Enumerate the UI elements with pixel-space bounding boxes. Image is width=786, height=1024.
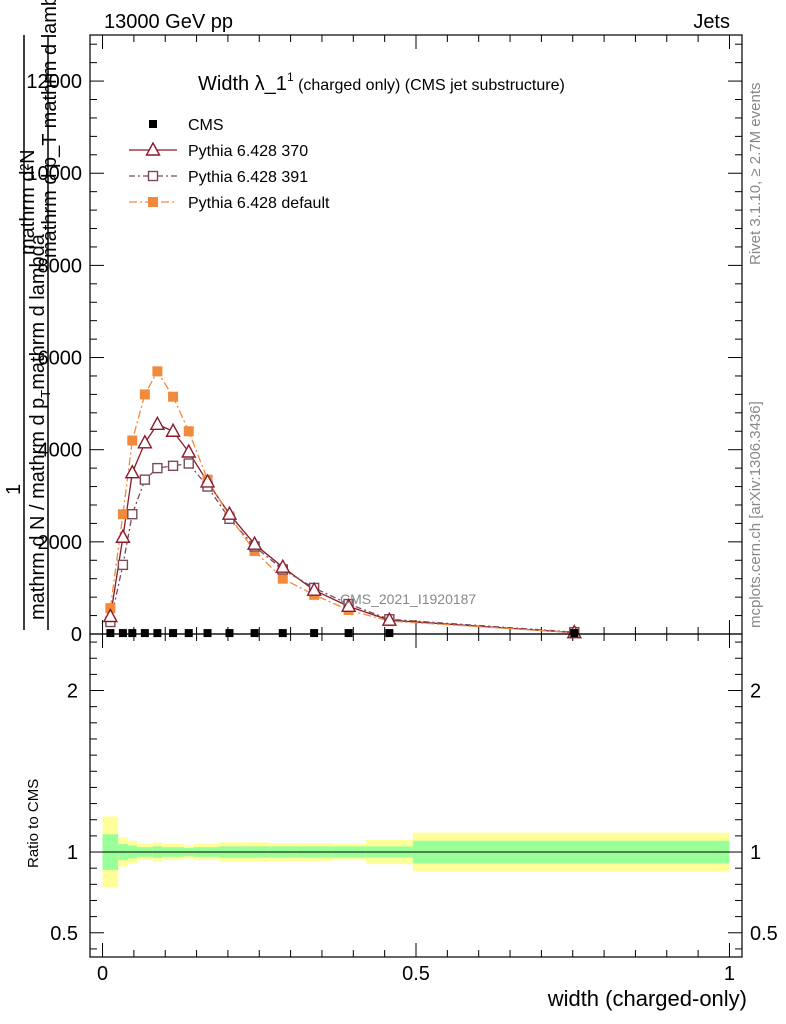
y-tick-label: 2 (67, 681, 78, 703)
y-label-one: 1 (3, 484, 25, 495)
data-point (167, 460, 179, 472)
x-axis-label: width (charged-only) (547, 986, 747, 1011)
data-point (102, 608, 119, 623)
legend-marker (148, 197, 158, 207)
data-point (127, 435, 138, 446)
side-label-mcplots: mcplots.cern.ch [arXiv:1306.3436] (747, 401, 764, 628)
data-point (340, 597, 357, 613)
data-point (128, 629, 137, 638)
data-point (275, 558, 291, 573)
data-point (225, 629, 234, 638)
plot-title-sup: 1 (287, 70, 294, 84)
y-label-denominator: mathrm d p_T mathrm d lambda (39, 0, 61, 258)
data-point (203, 629, 212, 638)
data-point (165, 422, 181, 437)
series-line (109, 370, 575, 634)
data-point (115, 528, 131, 543)
data-point (306, 581, 322, 596)
data-point (139, 474, 151, 485)
data-point (169, 629, 178, 638)
data-point (139, 389, 150, 400)
data-point (199, 473, 216, 488)
plot-title: Width λ_11 (charged only) (CMS jet subst… (198, 70, 565, 95)
data-point (250, 629, 259, 638)
side-label-rivet: Rivet 3.1.10, ≥ 2.7M events (747, 83, 764, 266)
data-point (221, 505, 238, 520)
y-tick-label: 1 (750, 842, 761, 864)
legend-label: CMS (188, 117, 224, 134)
ratio-panel: 0 0.5 1 0.5 0.5 1 1 2 2 (50, 633, 778, 985)
y-tick-label: 1 (67, 842, 78, 864)
data-point (137, 434, 153, 449)
data-point (570, 629, 579, 638)
y-tick-label: 0.5 (50, 923, 78, 945)
y-tick-label: 0 (71, 624, 82, 646)
data-point (118, 629, 127, 638)
data-point (184, 629, 193, 638)
y-tick-label: 12000 (26, 71, 82, 93)
y-axis-label-main: mathrm d²N mathrm d p_T mathrm d lambda … (3, 0, 61, 630)
x-tick-label: 0.5 (402, 963, 430, 985)
data-point (277, 573, 288, 584)
legend-marker (147, 170, 159, 182)
data-point (153, 629, 162, 638)
data-point (168, 391, 179, 402)
y-tick-label: 10000 (26, 163, 82, 185)
data-point (278, 629, 287, 638)
data-point (140, 629, 149, 638)
data-point (344, 629, 353, 638)
header-left: 13000 GeV pp (104, 11, 233, 33)
plot-title-main: Width λ_1 (198, 73, 287, 95)
data-point (310, 629, 319, 638)
data-point (127, 509, 138, 520)
x-tick-label: 1 (724, 963, 735, 985)
y-tick-label: 0.5 (750, 923, 778, 945)
x-tick-label: 0 (97, 963, 108, 985)
legend-marker (149, 120, 157, 128)
data-point (106, 629, 115, 638)
data-point (181, 443, 197, 458)
data-point (149, 415, 166, 431)
data-point (183, 426, 194, 437)
data-point (152, 462, 163, 474)
y-label-numerator: mathrm d²N (17, 149, 39, 255)
data-point (183, 458, 194, 469)
legend-marker (145, 141, 161, 156)
legend-label: Pythia 6.428 391 (188, 169, 308, 186)
data-point (385, 629, 394, 638)
y-label-den2: mathrm d N / mathrm d pTmathrm d lambda (27, 233, 53, 620)
header-right: Jets (693, 11, 730, 33)
y-axis-label-ratio: Ratio to CMS (25, 779, 42, 868)
data-point (124, 464, 140, 479)
data-point (117, 559, 129, 571)
analysis-watermark: CMS_2021_I1920187 (340, 591, 476, 607)
data-point (246, 535, 263, 550)
legend-label: Pythia 6.428 default (188, 195, 330, 212)
ratio-frame (89, 633, 743, 958)
data-point (381, 611, 398, 626)
legend-label: Pythia 6.428 370 (188, 143, 308, 160)
data-point (152, 366, 163, 377)
data-point (117, 509, 128, 520)
y-tick-label: 2 (750, 681, 761, 703)
plot-title-sub: (charged only) (CMS jet substructure) (294, 77, 565, 94)
